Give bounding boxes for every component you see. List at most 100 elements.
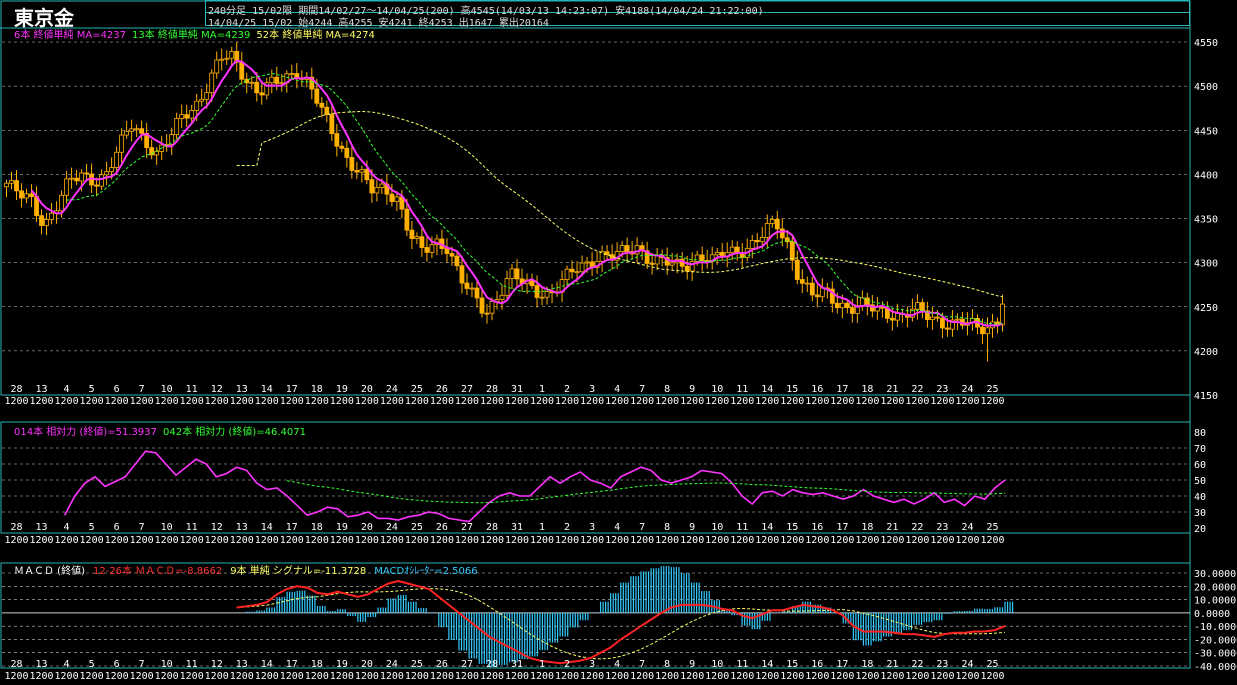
candle-body bbox=[925, 310, 930, 320]
candle-body bbox=[930, 316, 935, 320]
macd-bar-label: 1200 bbox=[180, 671, 204, 682]
price-tick-label: 4150 bbox=[1194, 391, 1218, 402]
rsi-day-label: 14 bbox=[261, 522, 273, 533]
macd-legend-3: MACDｵｼﾚｰﾀｰ=2.5066 bbox=[374, 565, 477, 577]
candle-body bbox=[194, 100, 200, 111]
rsi-day-label: 24 bbox=[961, 522, 973, 533]
price-day-label: 13 bbox=[236, 384, 248, 395]
candle-body bbox=[514, 268, 520, 280]
price-day-label: 26 bbox=[436, 384, 448, 395]
candle-body bbox=[149, 147, 155, 156]
rsi-bar-label: 1200 bbox=[505, 535, 529, 546]
macd-bar-label: 1200 bbox=[305, 671, 329, 682]
rsi-day-label: 11 bbox=[736, 522, 748, 533]
price-day-label: 8 bbox=[664, 384, 670, 395]
price-day-label: 24 bbox=[961, 384, 973, 395]
candle-body bbox=[389, 193, 395, 202]
rsi-day-label: 25 bbox=[411, 522, 423, 533]
macd-day-label: 4 bbox=[64, 659, 70, 670]
rsi-day-label: 18 bbox=[311, 522, 323, 533]
candle-body bbox=[209, 72, 215, 94]
rsi-day-label: 11 bbox=[186, 522, 198, 533]
candle-body bbox=[839, 302, 845, 309]
rsi-day-label: 13 bbox=[36, 522, 48, 533]
candle-body bbox=[29, 193, 34, 197]
price-bar-label: 1200 bbox=[105, 396, 129, 407]
rsi-day-label: 24 bbox=[386, 522, 398, 533]
macd-bar-label: 1200 bbox=[805, 671, 829, 682]
macd-day-label: 28 bbox=[10, 659, 22, 670]
rsi-tick-label: 60 bbox=[1194, 460, 1206, 471]
macd-day-label: 8 bbox=[664, 659, 670, 670]
candle-body bbox=[844, 302, 850, 308]
candle-body bbox=[454, 255, 460, 267]
candle-body bbox=[64, 178, 69, 196]
ma6-line bbox=[30, 59, 1003, 327]
macd-day-label: 21 bbox=[886, 659, 898, 670]
macd-bar-label: 1200 bbox=[930, 671, 954, 682]
rsi-bar-label: 1200 bbox=[80, 535, 104, 546]
rsi-bar-label: 1200 bbox=[530, 535, 554, 546]
rsi-bar-label: 1200 bbox=[455, 535, 479, 546]
rsi-bar-label: 1200 bbox=[930, 535, 954, 546]
price-bar-label: 1200 bbox=[455, 396, 479, 407]
rsi-bar-label: 1200 bbox=[55, 535, 79, 546]
price-bar-label: 1200 bbox=[955, 396, 979, 407]
macd-day-label: 26 bbox=[436, 659, 448, 670]
candle-body bbox=[219, 58, 225, 61]
candle-body bbox=[24, 193, 29, 199]
price-tick-label: 4450 bbox=[1194, 126, 1218, 137]
rsi-day-label: 2 bbox=[564, 522, 570, 533]
candle-body bbox=[74, 177, 79, 182]
price-day-label: 20 bbox=[361, 384, 373, 395]
price-bar-label: 1200 bbox=[780, 396, 804, 407]
macd-tick-label: -40.0000 bbox=[1194, 662, 1237, 673]
macd-bar-label: 1200 bbox=[4, 671, 28, 682]
candle-body bbox=[409, 229, 415, 239]
candle-body bbox=[769, 219, 775, 224]
candle-body bbox=[509, 268, 515, 280]
price-bar-label: 1200 bbox=[755, 396, 779, 407]
price-bar-label: 1200 bbox=[180, 396, 204, 407]
candle-body bbox=[624, 245, 630, 253]
rsi-tick-label: 80 bbox=[1194, 428, 1206, 439]
price-bar-label: 1200 bbox=[605, 396, 629, 407]
macd-day-label: 13 bbox=[236, 659, 248, 670]
candle-body bbox=[579, 262, 585, 273]
macd-bar-label: 1200 bbox=[355, 671, 379, 682]
macd-bar-label: 1200 bbox=[405, 671, 429, 682]
macd-day-label: 14 bbox=[261, 659, 273, 670]
rsi-day-label: 21 bbox=[886, 522, 898, 533]
price-bar-label: 1200 bbox=[355, 396, 379, 407]
candle-body bbox=[599, 251, 605, 262]
candle-body bbox=[429, 244, 435, 253]
macd-day-label: 22 bbox=[911, 659, 923, 670]
candle-body bbox=[889, 317, 895, 321]
macd-bar-label: 1200 bbox=[605, 671, 629, 682]
candle-body bbox=[239, 61, 245, 80]
rsi-bar-label: 1200 bbox=[605, 535, 629, 546]
rsi-tick-label: 30 bbox=[1194, 508, 1206, 519]
rsi-day-label: 28 bbox=[486, 522, 498, 533]
macd-legend-2: 9本 単純 シグナル=-11.3728 bbox=[230, 564, 366, 577]
candle-body bbox=[274, 76, 280, 84]
price-bar-label: 1200 bbox=[55, 396, 79, 407]
candle-body bbox=[214, 59, 220, 74]
rsi-day-label: 18 bbox=[861, 522, 873, 533]
macd-day-label: 10 bbox=[161, 659, 173, 670]
rsi-bar-label: 1200 bbox=[480, 535, 504, 546]
rsi-bar-label: 1200 bbox=[155, 535, 179, 546]
candle-body bbox=[334, 133, 340, 147]
macd-tick-label: -20.0000 bbox=[1194, 635, 1237, 646]
macd-bar-label: 1200 bbox=[830, 671, 854, 682]
price-bar-label: 1200 bbox=[29, 396, 53, 407]
rsi-bar-label: 1200 bbox=[680, 535, 704, 546]
price-bar-label: 1200 bbox=[305, 396, 329, 407]
candle-body bbox=[664, 257, 670, 266]
macd-day-label: 24 bbox=[961, 659, 973, 670]
symbol-title: 東京金 bbox=[14, 6, 74, 30]
price-legend-0: 6本 終値単純 MA=4237 bbox=[14, 28, 126, 41]
candle-body bbox=[14, 180, 19, 192]
candle-body bbox=[484, 312, 490, 315]
